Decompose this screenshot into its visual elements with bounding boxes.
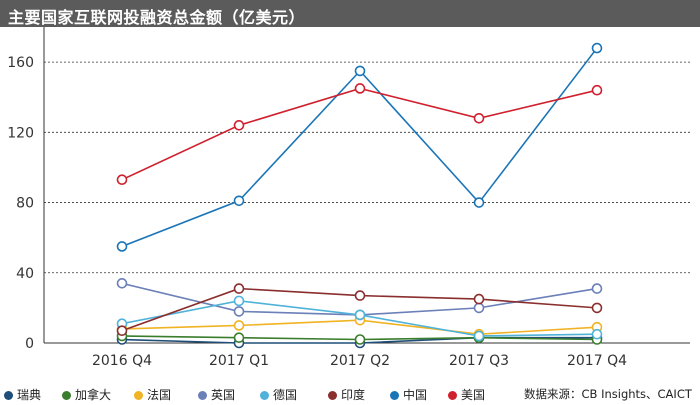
data-point <box>354 65 366 77</box>
legend-item: 美国 <box>448 386 485 403</box>
legend-marker <box>390 391 399 400</box>
data-point <box>116 325 128 337</box>
legend-label: 德国 <box>273 388 298 402</box>
title-bar: 主要国家互联网投融资总金额（亿美元） <box>0 0 700 27</box>
data-point <box>233 306 245 317</box>
legend-label: 法国 <box>147 388 172 402</box>
legend-marker <box>260 391 269 400</box>
data-point <box>591 302 603 314</box>
y-tick-label: 80 <box>16 196 34 212</box>
line-chart: 0 40 80 120 160 2016 Q4 2017 Q1 2017 Q2 2017 Q3 2… <box>7 27 690 369</box>
legend-marker <box>448 391 457 400</box>
x-tick-label: 2016 Q4 <box>92 353 152 369</box>
legend-label: 中国 <box>403 388 428 402</box>
legend-label: 美国 <box>461 388 486 402</box>
legend-item: 印度 <box>328 386 365 403</box>
legend: 瑞典 加拿大 法国 英国 德国 印度 中国 美国 数据来源：CB Insights、CAICT <box>4 386 700 404</box>
data-point <box>591 328 603 340</box>
legend-item: 英国 <box>198 386 235 403</box>
legend-label: 英国 <box>211 388 236 402</box>
legend-item: 德国 <box>260 386 297 403</box>
data-point <box>233 120 245 131</box>
data-point <box>473 293 485 305</box>
data-point <box>233 332 245 344</box>
data-point <box>233 295 245 307</box>
legend-item: 中国 <box>390 386 427 403</box>
data-point <box>473 112 485 124</box>
data-point <box>473 197 485 208</box>
legend-marker <box>4 391 13 400</box>
data-point <box>233 195 245 207</box>
data-point <box>591 42 603 54</box>
legend-label: 印度 <box>341 388 366 402</box>
chart-title: 主要国家互联网投融资总金额（亿美元） <box>8 8 306 27</box>
legend-item: 加拿大 <box>62 386 111 403</box>
data-point <box>354 83 366 94</box>
data-point <box>354 290 366 301</box>
data-point <box>354 334 366 345</box>
data-point <box>233 283 245 294</box>
data-point <box>591 84 603 96</box>
source-note: 数据来源：CB Insights、CAICT <box>524 387 692 401</box>
legend-label: 瑞典 <box>17 388 42 402</box>
data-point <box>473 302 485 314</box>
legend-label: 加拿大 <box>75 388 112 402</box>
legend-item: 法国 <box>134 386 171 403</box>
x-tick-label: 2017 Q2 <box>330 353 390 369</box>
data-point <box>591 283 603 294</box>
legend-marker <box>198 391 207 400</box>
legend-marker <box>62 391 71 400</box>
data-point <box>116 174 128 186</box>
y-tick-label: 160 <box>7 55 34 71</box>
legend-marker <box>134 391 143 400</box>
data-point <box>116 278 128 289</box>
data-point <box>116 241 128 252</box>
data-point <box>233 320 245 331</box>
y-tick-label: 0 <box>25 336 34 352</box>
legend-marker <box>328 391 337 400</box>
x-tick-label: 2017 Q1 <box>209 353 269 369</box>
y-tick-label: 120 <box>7 125 34 141</box>
y-tick-label: 40 <box>16 266 34 282</box>
x-tick-label: 2017 Q4 <box>567 353 627 369</box>
x-tick-label: 2017 Q3 <box>449 353 509 369</box>
series-line-7 <box>121 87 598 181</box>
data-point <box>473 330 485 342</box>
legend-item: 瑞典 <box>4 386 41 403</box>
data-point <box>354 309 366 321</box>
